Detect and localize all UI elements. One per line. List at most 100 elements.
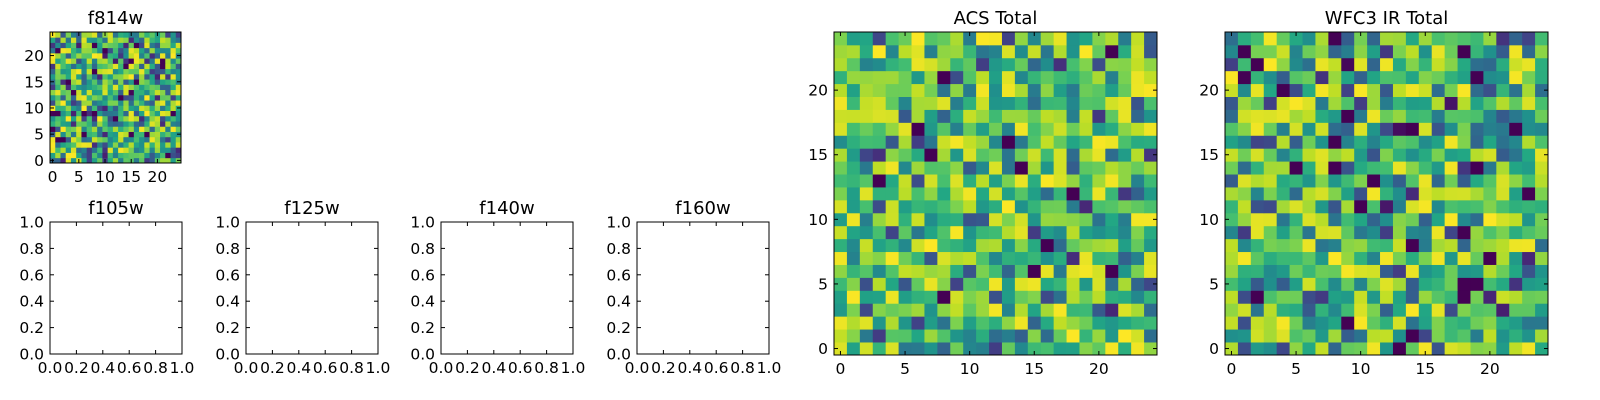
- heatmap-cell: [144, 58, 150, 64]
- heatmap-cell: [149, 37, 156, 43]
- heatmap-cell: [1250, 264, 1265, 278]
- heatmap-cell: [989, 264, 1003, 278]
- heatmap-cell: [65, 147, 72, 153]
- heatmap-cell: [175, 37, 182, 43]
- heatmap-cell: [1380, 303, 1394, 317]
- heatmap-cell: [1302, 264, 1316, 278]
- heatmap-cell: [1276, 135, 1290, 149]
- heatmap-cell: [76, 94, 82, 101]
- heatmap-cell: [50, 37, 56, 43]
- heatmap-cell: [107, 142, 114, 148]
- heatmap-cell: [885, 251, 899, 265]
- heatmap-cell: [1470, 174, 1484, 188]
- heatmap-cell: [1328, 148, 1342, 162]
- x-tick-label: 1.0: [757, 359, 782, 377]
- heatmap-cell: [175, 126, 182, 132]
- heatmap-cell: [107, 115, 114, 122]
- heatmap-cell: [885, 109, 899, 123]
- heatmap-cell: [128, 100, 135, 106]
- heatmap-cell: [924, 148, 938, 162]
- heatmap-cell: [1237, 57, 1252, 72]
- heatmap-cell: [1315, 44, 1329, 59]
- heatmap-cell: [86, 126, 93, 132]
- heatmap-cell: [1079, 70, 1093, 85]
- heatmap-cell: [1496, 316, 1510, 330]
- heatmap-cell: [1444, 32, 1458, 46]
- heatmap-cell: [1302, 109, 1316, 123]
- heatmap-cell: [86, 63, 93, 70]
- heatmap-cell: [1237, 122, 1252, 136]
- heatmap-cell: [81, 68, 88, 75]
- heatmap-cell: [112, 131, 119, 138]
- x-tick-label: 0.6: [313, 359, 338, 377]
- heatmap-cell: [107, 100, 114, 106]
- heatmap-cell: [118, 58, 124, 64]
- heatmap-cell: [123, 100, 129, 106]
- heatmap-cell: [170, 37, 177, 43]
- heatmap-cell: [1535, 57, 1549, 72]
- heatmap-cell: [86, 105, 93, 111]
- heatmap-cell: [133, 52, 140, 59]
- heatmap-cell: [1079, 251, 1093, 265]
- heatmap-cell: [86, 58, 93, 64]
- heatmap-cell: [1131, 342, 1145, 356]
- heatmap-cell: [1367, 264, 1381, 278]
- heatmap-cell: [937, 70, 951, 85]
- heatmap-cell: [133, 115, 140, 122]
- heatmap-cell: [1263, 251, 1278, 265]
- heatmap-cell: [976, 290, 990, 304]
- heatmap-cell: [950, 70, 964, 85]
- heatmap-cell: [1457, 225, 1471, 240]
- heatmap-cell: [1027, 238, 1042, 253]
- heatmap-cell: [924, 238, 938, 253]
- heatmap-cell: [989, 44, 1003, 59]
- heatmap-cell: [139, 84, 145, 91]
- heatmap-cell: [963, 264, 977, 278]
- heatmap-cell: [976, 264, 990, 278]
- heatmap-cell: [1302, 316, 1316, 330]
- heatmap-cell: [1392, 83, 1407, 97]
- heatmap-cell: [97, 58, 103, 64]
- heatmap-cell: [859, 32, 874, 46]
- heatmap-cell: [70, 47, 77, 54]
- heatmap-cell: [165, 142, 171, 148]
- heatmap-cell: [834, 277, 848, 291]
- heatmap-cell: [160, 58, 166, 64]
- heatmap-cell: [165, 68, 171, 75]
- heatmap-cell: [154, 147, 161, 153]
- heatmap-cell: [1079, 44, 1093, 59]
- heatmap-cell: [1496, 135, 1510, 149]
- heatmap-cell: [70, 52, 77, 59]
- heatmap-cell: [81, 121, 88, 127]
- heatmap-cell: [1040, 342, 1055, 356]
- heatmap-cell: [60, 126, 67, 132]
- heatmap-cell: [1457, 57, 1471, 72]
- heatmap-cell: [102, 131, 109, 138]
- heatmap-cell: [112, 136, 119, 143]
- heatmap-cell: [976, 187, 990, 201]
- heatmap-cell: [1040, 303, 1055, 317]
- heatmap-cell: [1444, 212, 1458, 227]
- heatmap-cell: [123, 105, 129, 111]
- heatmap-cell: [924, 161, 938, 175]
- heatmap-cell: [937, 212, 951, 227]
- heatmap-cell: [107, 68, 114, 75]
- heatmap-cell: [1315, 161, 1329, 175]
- heatmap-cell: [924, 251, 938, 265]
- heatmap-cell: [1040, 174, 1055, 188]
- heatmap-cell: [133, 63, 140, 70]
- heatmap-cell: [1225, 187, 1239, 201]
- heatmap-cell: [1302, 225, 1316, 240]
- heatmap-cell: [924, 44, 938, 59]
- heatmap-cell: [976, 57, 990, 72]
- heatmap-cell: [123, 84, 129, 91]
- heatmap-cell: [950, 225, 964, 240]
- heatmap-cell: [872, 264, 887, 278]
- heatmap-cell: [76, 73, 82, 80]
- heatmap-cell: [1092, 329, 1106, 343]
- heatmap-cell: [102, 100, 109, 106]
- heatmap-cell: [1405, 135, 1420, 149]
- heatmap-cell: [1289, 174, 1303, 188]
- x-tick-label: 5: [1291, 360, 1301, 378]
- heatmap-cell: [70, 84, 77, 91]
